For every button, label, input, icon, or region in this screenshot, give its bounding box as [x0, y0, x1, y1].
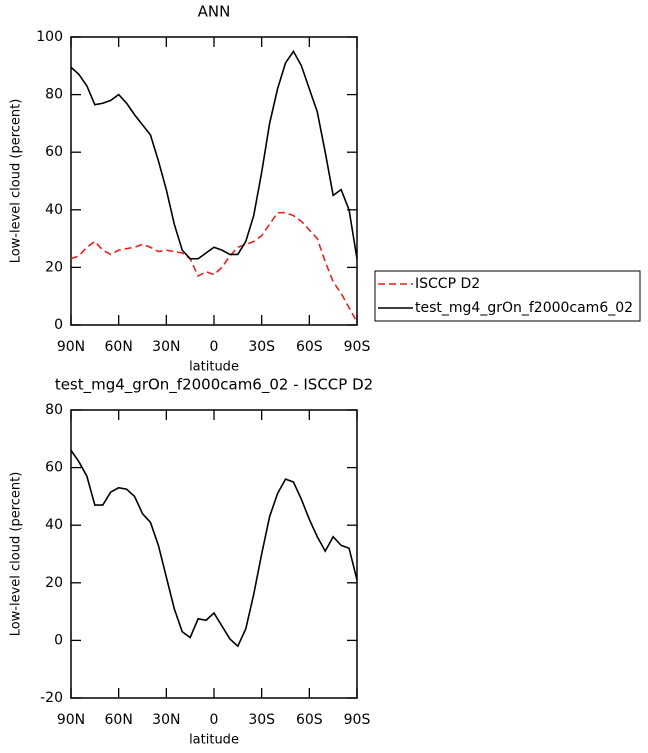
x-tick-label: 30N: [152, 339, 180, 355]
x-tick-label: 30S: [248, 712, 275, 728]
x-tick-label: 0: [210, 712, 219, 728]
y-tick-label: 60: [45, 144, 63, 160]
x-tick-label: 90N: [57, 712, 85, 728]
x-tick-label: 90N: [57, 339, 85, 355]
legend-label: test_mg4_grOn_f2000cam6_02: [415, 300, 633, 316]
legend-box: [374, 270, 641, 322]
y-axis-label: Low-level cloud (percent): [9, 472, 24, 637]
x-axis-label: latitude: [189, 360, 239, 375]
legend-label: ISCCP D2: [415, 276, 480, 292]
x-tick-label: 90S: [344, 339, 371, 355]
x-tick-label: 60N: [105, 712, 133, 728]
x-tick-label: 60N: [105, 339, 133, 355]
y-tick-label: 60: [45, 460, 63, 476]
y-tick-label: 80: [45, 402, 63, 418]
y-tick-label: 0: [54, 632, 63, 648]
plot-frame: [70, 36, 358, 326]
y-tick-label: 100: [36, 29, 63, 45]
y-tick-label: 20: [45, 575, 63, 591]
plot-frame: [70, 409, 358, 699]
chart-title: test_mg4_grOn_f2000cam6_02 - ISCCP D2: [55, 376, 373, 395]
chart-title: ANN: [198, 3, 231, 21]
x-tick-label: 60S: [296, 712, 323, 728]
series-line: [70, 49, 358, 260]
y-tick-label: -20: [40, 690, 63, 706]
y-tick-label: 40: [45, 517, 63, 533]
x-tick-label: 0: [210, 339, 219, 355]
x-tick-label: 30S: [248, 339, 275, 355]
y-tick-label: 80: [45, 87, 63, 103]
y-tick-label: 20: [45, 259, 63, 275]
x-axis-label: latitude: [189, 733, 239, 748]
x-tick-label: 30N: [152, 712, 180, 728]
y-tick-label: 40: [45, 202, 63, 218]
y-axis-label: Low-level cloud (percent): [9, 99, 24, 264]
x-tick-label: 60S: [296, 339, 323, 355]
series-line: [70, 211, 358, 323]
series-line: [70, 449, 358, 648]
y-tick-label: 0: [54, 317, 63, 333]
x-tick-label: 90S: [344, 712, 371, 728]
